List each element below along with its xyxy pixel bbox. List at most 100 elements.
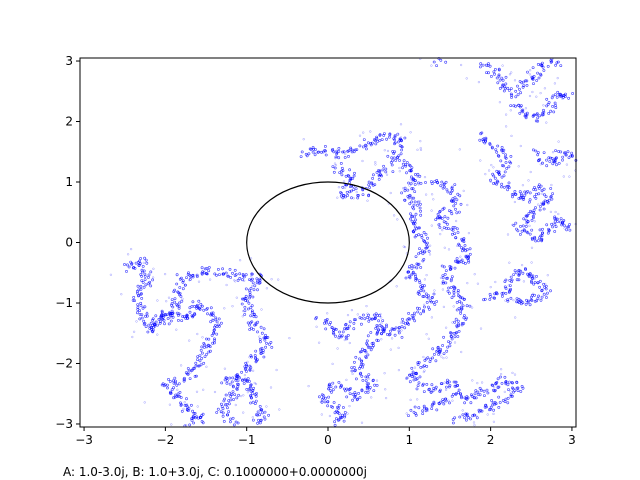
scatter-point <box>314 148 317 151</box>
scatter-point <box>248 296 252 300</box>
scatter-point <box>410 166 414 170</box>
scatter-point <box>445 188 449 192</box>
scatter-point <box>260 331 264 335</box>
scatter-point <box>345 395 349 399</box>
scatter-point <box>139 257 143 260</box>
scatter-point <box>429 357 433 361</box>
scatter-point <box>364 356 368 360</box>
scatter-point <box>251 418 255 422</box>
scatter-point <box>553 217 557 220</box>
scatter-point <box>458 294 462 298</box>
scatter-point <box>488 169 491 172</box>
x-tick-label: −3 <box>75 433 93 447</box>
scatter-point <box>389 191 392 195</box>
scatter-point <box>264 336 267 340</box>
scatter-point <box>464 254 468 258</box>
scatter-point <box>318 341 321 344</box>
scatter-point <box>343 327 346 331</box>
scatter-point <box>477 408 481 412</box>
scatter-point <box>202 308 206 312</box>
scatter-point <box>567 225 571 229</box>
scatter-point <box>471 306 474 309</box>
scatter-point <box>431 347 435 351</box>
scatter-point <box>400 329 403 332</box>
scatter-point <box>254 323 258 327</box>
scatter-point <box>251 389 255 393</box>
scatter-point <box>405 171 408 175</box>
scatter-point <box>194 361 198 365</box>
scatter-point <box>388 133 392 137</box>
scatter-point <box>256 421 260 425</box>
scatter-point <box>530 236 534 240</box>
scatter-point <box>151 330 155 334</box>
scatter-point <box>509 390 512 393</box>
scatter-point <box>555 61 559 65</box>
scatter-point <box>492 420 495 423</box>
scatter-point <box>520 264 524 267</box>
scatter-point <box>544 282 547 286</box>
scatter-point <box>531 66 535 70</box>
scatter-point <box>425 407 429 411</box>
scatter-point <box>227 394 230 397</box>
scatter-point <box>202 345 206 349</box>
x-tick-label: −1 <box>238 433 256 447</box>
scatter-point <box>556 76 559 80</box>
scatter-point <box>463 416 467 420</box>
scatter-point <box>506 299 510 303</box>
scatter-point <box>551 162 555 166</box>
scatter-point <box>465 304 469 308</box>
scatter-point <box>127 253 130 256</box>
scatter-point <box>438 210 442 214</box>
scatter-point <box>376 313 380 317</box>
scatter-point <box>416 203 419 207</box>
scatter-point <box>159 320 162 324</box>
scatter-point <box>559 217 563 221</box>
point-cluster <box>331 149 401 205</box>
scatter-point <box>203 355 207 359</box>
scatter-point <box>211 318 214 321</box>
scatter-point <box>564 153 568 157</box>
scatter-point <box>479 409 483 412</box>
scatter-point <box>236 421 240 425</box>
scatter-point <box>229 275 233 279</box>
scatter-point <box>337 156 341 160</box>
scatter-point <box>438 388 442 392</box>
scatter-point <box>401 320 405 324</box>
scatter-point <box>423 176 427 179</box>
scatter-point <box>175 303 179 306</box>
scatter-point <box>141 264 145 268</box>
scatter-point <box>444 221 448 224</box>
scatter-point <box>402 245 405 248</box>
scatter-point <box>440 382 444 386</box>
scatter-point <box>528 73 531 76</box>
scatter-point <box>398 138 402 142</box>
scatter-point <box>323 148 327 152</box>
scatter-point <box>375 324 379 327</box>
scatter-point <box>444 180 448 184</box>
scatter-point <box>516 84 519 88</box>
scatter-point <box>156 299 159 302</box>
scatter-point <box>506 233 510 236</box>
scatter-point <box>549 187 553 190</box>
scatter-point <box>353 395 357 399</box>
scatter-point <box>505 185 508 188</box>
scatter-point <box>375 171 379 174</box>
scatter-point <box>507 388 510 392</box>
scatter-point <box>339 161 343 165</box>
scatter-point <box>210 313 214 317</box>
scatter-point <box>549 289 552 293</box>
scatter-point <box>421 295 425 298</box>
scatter-point <box>413 319 417 323</box>
scatter-point <box>307 385 310 388</box>
scatter-point <box>541 61 544 65</box>
scatter-point <box>501 78 505 82</box>
scatter-point <box>364 379 368 383</box>
scatter-point <box>214 318 218 322</box>
scatter-point <box>327 383 331 387</box>
scatter-point <box>144 283 148 287</box>
scatter-point <box>139 287 143 291</box>
scatter-point <box>545 293 548 296</box>
scatter-point <box>422 310 426 314</box>
scatter-point <box>416 263 420 267</box>
scatter-point <box>414 212 418 216</box>
